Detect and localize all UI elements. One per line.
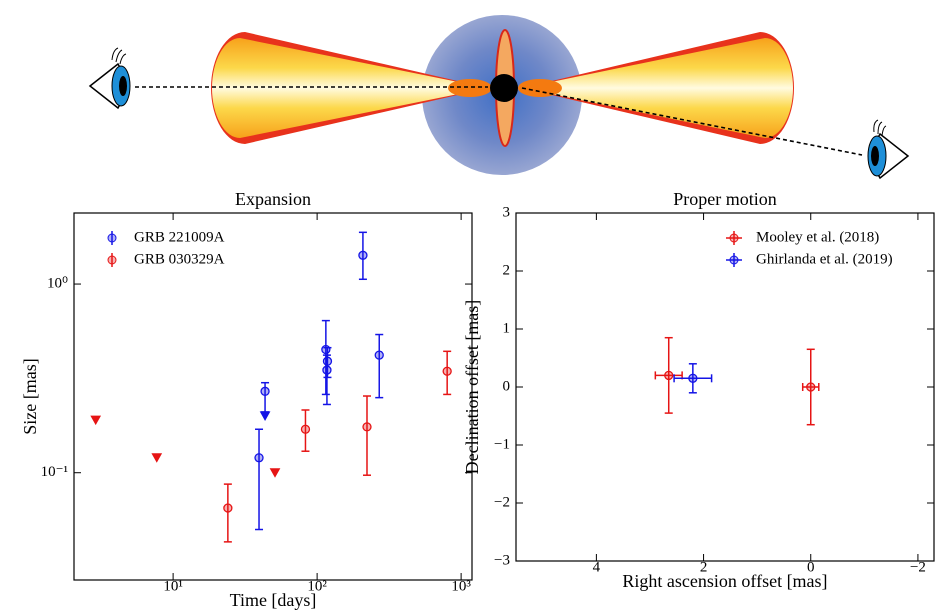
data-point xyxy=(254,453,264,463)
x-axis-label: Time [days] xyxy=(230,590,317,610)
plot-frame xyxy=(73,212,473,581)
data-point xyxy=(358,250,368,260)
legend-label: Mooley et al. (2018) xyxy=(756,229,879,245)
illustration xyxy=(88,15,910,180)
y-axis-label: Declination offset [mas] xyxy=(462,300,482,475)
x-tick-label: 2 xyxy=(700,559,708,575)
data-point xyxy=(688,373,698,383)
chart-title: Proper motion xyxy=(673,189,777,209)
y-tick-label: 0 xyxy=(503,378,511,394)
jet-right-core xyxy=(522,38,793,138)
legend-marker xyxy=(729,233,739,243)
line-of-sight xyxy=(521,87,863,156)
x-tick-label: 10¹ xyxy=(163,578,183,594)
legend-label: Ghirlanda et al. (2019) xyxy=(756,251,893,267)
y-tick-label: −2 xyxy=(494,494,510,510)
x-axis-label: Right ascension offset [mas] xyxy=(622,571,827,591)
upper-limit xyxy=(259,411,271,421)
x-tick-label: −2 xyxy=(910,559,926,575)
chart-title: Expansion xyxy=(235,189,311,209)
legend-label: GRB 030329A xyxy=(134,251,225,267)
y-tick-label: 10⁰ xyxy=(47,275,68,291)
y-tick-label: −1 xyxy=(494,436,510,452)
x-tick-label: 0 xyxy=(807,559,815,575)
blob xyxy=(518,79,562,97)
data-point xyxy=(300,424,311,434)
y-tick-label: 1 xyxy=(503,320,511,336)
y-tick-label: −3 xyxy=(494,552,510,568)
y-tick-label: 3 xyxy=(503,204,511,220)
data-point xyxy=(322,365,332,375)
upper-limit xyxy=(269,468,281,478)
upper-limit xyxy=(90,415,102,426)
x-tick-label: 10² xyxy=(307,578,327,594)
data-point xyxy=(442,366,452,376)
data-point xyxy=(664,370,674,381)
upper-limit xyxy=(151,453,163,463)
legend-marker xyxy=(107,255,117,265)
data-point xyxy=(374,350,384,360)
x-tick-label: 4 xyxy=(593,559,601,575)
legend-label: GRB 221009A xyxy=(134,229,225,245)
y-tick-label: 10⁻¹ xyxy=(41,464,68,480)
y-axis-label: Size [mas] xyxy=(20,358,40,434)
data-point xyxy=(321,344,331,355)
jet-left-core xyxy=(212,38,488,138)
blob xyxy=(448,79,492,97)
legend-marker xyxy=(107,233,117,243)
black-hole xyxy=(490,74,518,102)
data-point xyxy=(223,503,233,513)
eye-right xyxy=(867,119,910,180)
legend-marker xyxy=(729,255,739,265)
x-tick-label: 10³ xyxy=(451,578,471,594)
y-tick-label: 2 xyxy=(503,262,511,278)
eye-left xyxy=(88,47,131,110)
data-point xyxy=(806,382,816,392)
data-point xyxy=(362,422,372,432)
data-point xyxy=(260,386,270,396)
